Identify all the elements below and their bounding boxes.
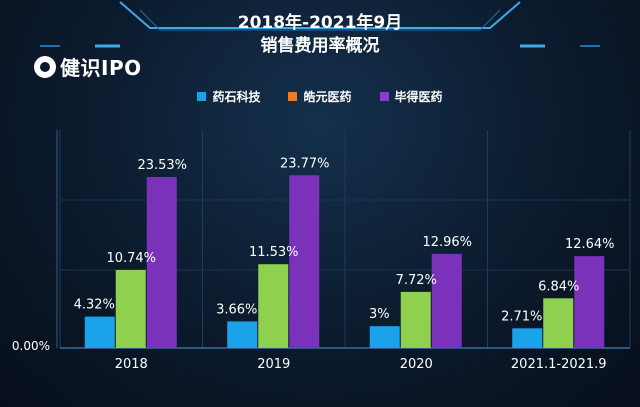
bar	[400, 291, 431, 348]
data-label: 11.53%	[249, 245, 299, 260]
bar	[543, 298, 574, 348]
data-label: 4.32%	[74, 298, 115, 313]
chart-title: 2018年-2021年9月	[237, 13, 403, 33]
x-tick-label: 2019	[257, 357, 290, 372]
bar	[431, 253, 462, 348]
x-tick-label: 2020	[400, 357, 433, 372]
data-label: 6.84%	[538, 279, 579, 294]
legend-swatch	[379, 92, 389, 101]
data-label: 3.66%	[216, 302, 257, 317]
bar	[84, 316, 115, 348]
brand-logo-icon	[34, 55, 56, 78]
y-tick-label: 0.00%	[12, 339, 50, 353]
bar	[289, 175, 320, 348]
data-label: 12.96%	[422, 235, 472, 250]
brand-logo-text: 健识IPO	[60, 56, 142, 80]
data-label: 12.64%	[565, 237, 615, 252]
bar	[512, 328, 543, 348]
bar	[146, 177, 177, 348]
chart-legend: 药石科技 皓元医药 毕得医药	[0, 88, 640, 105]
data-label: 7.72%	[396, 273, 437, 288]
legend-swatch	[288, 92, 298, 101]
chart-data-labels: 4.32% 10.74% 23.53% 3.66% 11.53% 23.77% 3% 7.72…	[74, 156, 615, 324]
x-tick-label: 2021.1-2021.9	[511, 357, 607, 372]
legend-item-haoyuan: 皓元医药	[288, 88, 352, 105]
bar	[369, 326, 400, 348]
legend-item-yaoshi: 药石科技	[197, 88, 260, 105]
x-tick-label: 2018	[115, 357, 148, 372]
legend-item-bide: 毕得医药	[379, 88, 443, 105]
chart-subtitle: 销售费用率概况	[260, 36, 380, 56]
bar	[115, 269, 146, 348]
data-label: 23.53%	[137, 158, 187, 173]
brand-logo: 健识IPO	[34, 52, 142, 81]
chart-x-ticks: 2018 2019 2020 2021.1-2021.9	[115, 357, 607, 372]
chart-bars	[84, 175, 605, 348]
data-label: 3%	[369, 307, 390, 322]
decorative-frame	[40, 1, 600, 48]
data-label: 23.77%	[280, 156, 330, 171]
bar	[227, 321, 258, 348]
bar	[258, 264, 289, 348]
legend-swatch	[197, 92, 207, 101]
legend-label: 药石科技	[212, 90, 261, 104]
legend-label: 皓元医药	[303, 90, 352, 104]
legend-label: 毕得医药	[394, 90, 443, 104]
data-label: 10.74%	[106, 251, 156, 266]
bar	[574, 256, 605, 348]
data-label: 2.71%	[501, 309, 542, 324]
